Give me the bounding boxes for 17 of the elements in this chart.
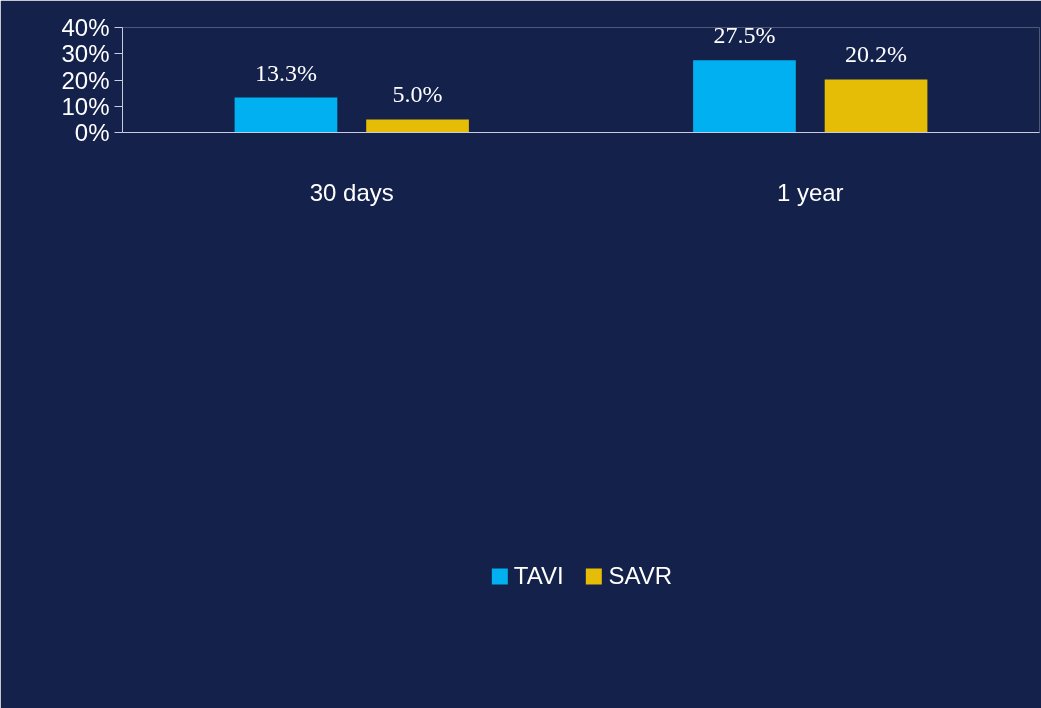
data-label: 20.2% (845, 41, 908, 68)
x-tick-label: 30 days (309, 178, 394, 206)
y-tick-label: 0% (74, 119, 110, 146)
y-tick-label: 10% (61, 92, 110, 120)
y-tick-label: 20% (61, 66, 110, 94)
data-label: 27.5% (713, 22, 776, 49)
bar (366, 119, 469, 133)
y-tick-label: 40% (61, 14, 110, 41)
legend-label: TAVI (513, 562, 564, 590)
bar (824, 79, 928, 133)
legend-label: SAVR (608, 562, 673, 590)
bar (234, 97, 338, 133)
data-label: 5.0% (392, 81, 443, 108)
x-tick-label: 1 year (776, 178, 844, 206)
y-tick-label: 30% (61, 40, 110, 68)
bar (693, 60, 796, 133)
data-label: 13.3% (254, 59, 317, 86)
